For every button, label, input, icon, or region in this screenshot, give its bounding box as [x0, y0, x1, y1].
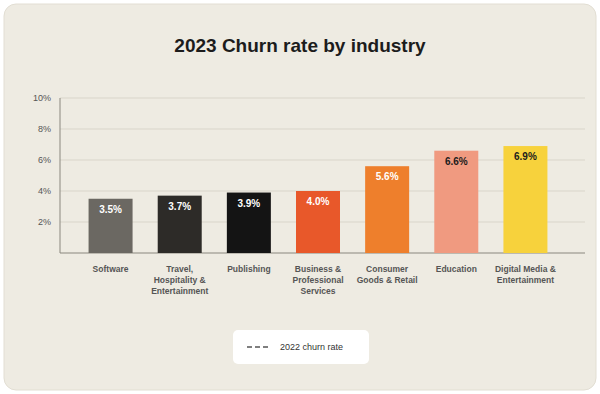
tick-label: 8%: [38, 124, 51, 134]
category-label-line: Publishing: [227, 264, 270, 274]
data-label: 4.0%: [307, 196, 330, 207]
category-label-line: Hospitality &: [154, 275, 206, 285]
bar: [296, 191, 340, 253]
data-label: 5.6%: [376, 171, 399, 182]
data-label: 3.5%: [99, 204, 122, 215]
background-panel: [4, 4, 596, 390]
legend-box: [233, 330, 369, 364]
grid-line: [60, 98, 585, 99]
category-label: Digital Media &Entertainment: [495, 264, 556, 285]
category-label-line: Digital Media &: [495, 264, 556, 274]
category-label-line: Travel,: [166, 264, 193, 274]
y-axis-line: [60, 98, 61, 253]
tick-label: 10%: [33, 93, 51, 103]
bar: [365, 166, 409, 253]
tick-label: 4%: [38, 186, 51, 196]
bar: [227, 193, 271, 253]
category-label-line: Entertainment: [151, 286, 208, 296]
category-label: Publishing: [227, 264, 270, 274]
category-label-line: Business &: [295, 264, 341, 274]
category-label: Education: [436, 264, 477, 274]
legend-label: 2022 churn rate: [280, 342, 343, 352]
category-label-line: Consumer: [366, 264, 409, 274]
category-label-line: Education: [436, 264, 477, 274]
category-label: Travel,Hospitality &Entertainment: [151, 264, 208, 296]
category-label-line: Software: [93, 264, 129, 274]
chart: 2023 Churn rate by industry 2% 4% 6% 8% 10% 3.…: [0, 0, 600, 394]
bar: [503, 146, 547, 253]
bar: [89, 199, 133, 253]
category-label-line: Services: [301, 286, 336, 296]
tick-label: 2%: [38, 217, 51, 227]
category-label: Software: [93, 264, 129, 274]
data-label: 3.9%: [237, 198, 260, 209]
category-label-line: Professional: [292, 275, 343, 285]
data-label: 6.9%: [514, 151, 537, 162]
bar: [158, 196, 202, 253]
title: 2023 Churn rate by industry: [174, 35, 426, 56]
bar: [434, 151, 478, 253]
category-label: ConsumerGoods & Retail: [357, 264, 418, 285]
grid-line: [60, 129, 585, 130]
data-label: 6.6%: [445, 156, 468, 167]
legend-swatch: [247, 346, 271, 348]
legend: 2022 churn rate: [233, 330, 369, 364]
category-label-line: Goods & Retail: [357, 275, 418, 285]
marks: [89, 146, 548, 253]
category-label-line: Entertainment: [497, 275, 554, 285]
tick-label: 6%: [38, 155, 51, 165]
category-label: Business &ProfessionalServices: [292, 264, 343, 296]
data-label: 3.7%: [168, 201, 191, 212]
